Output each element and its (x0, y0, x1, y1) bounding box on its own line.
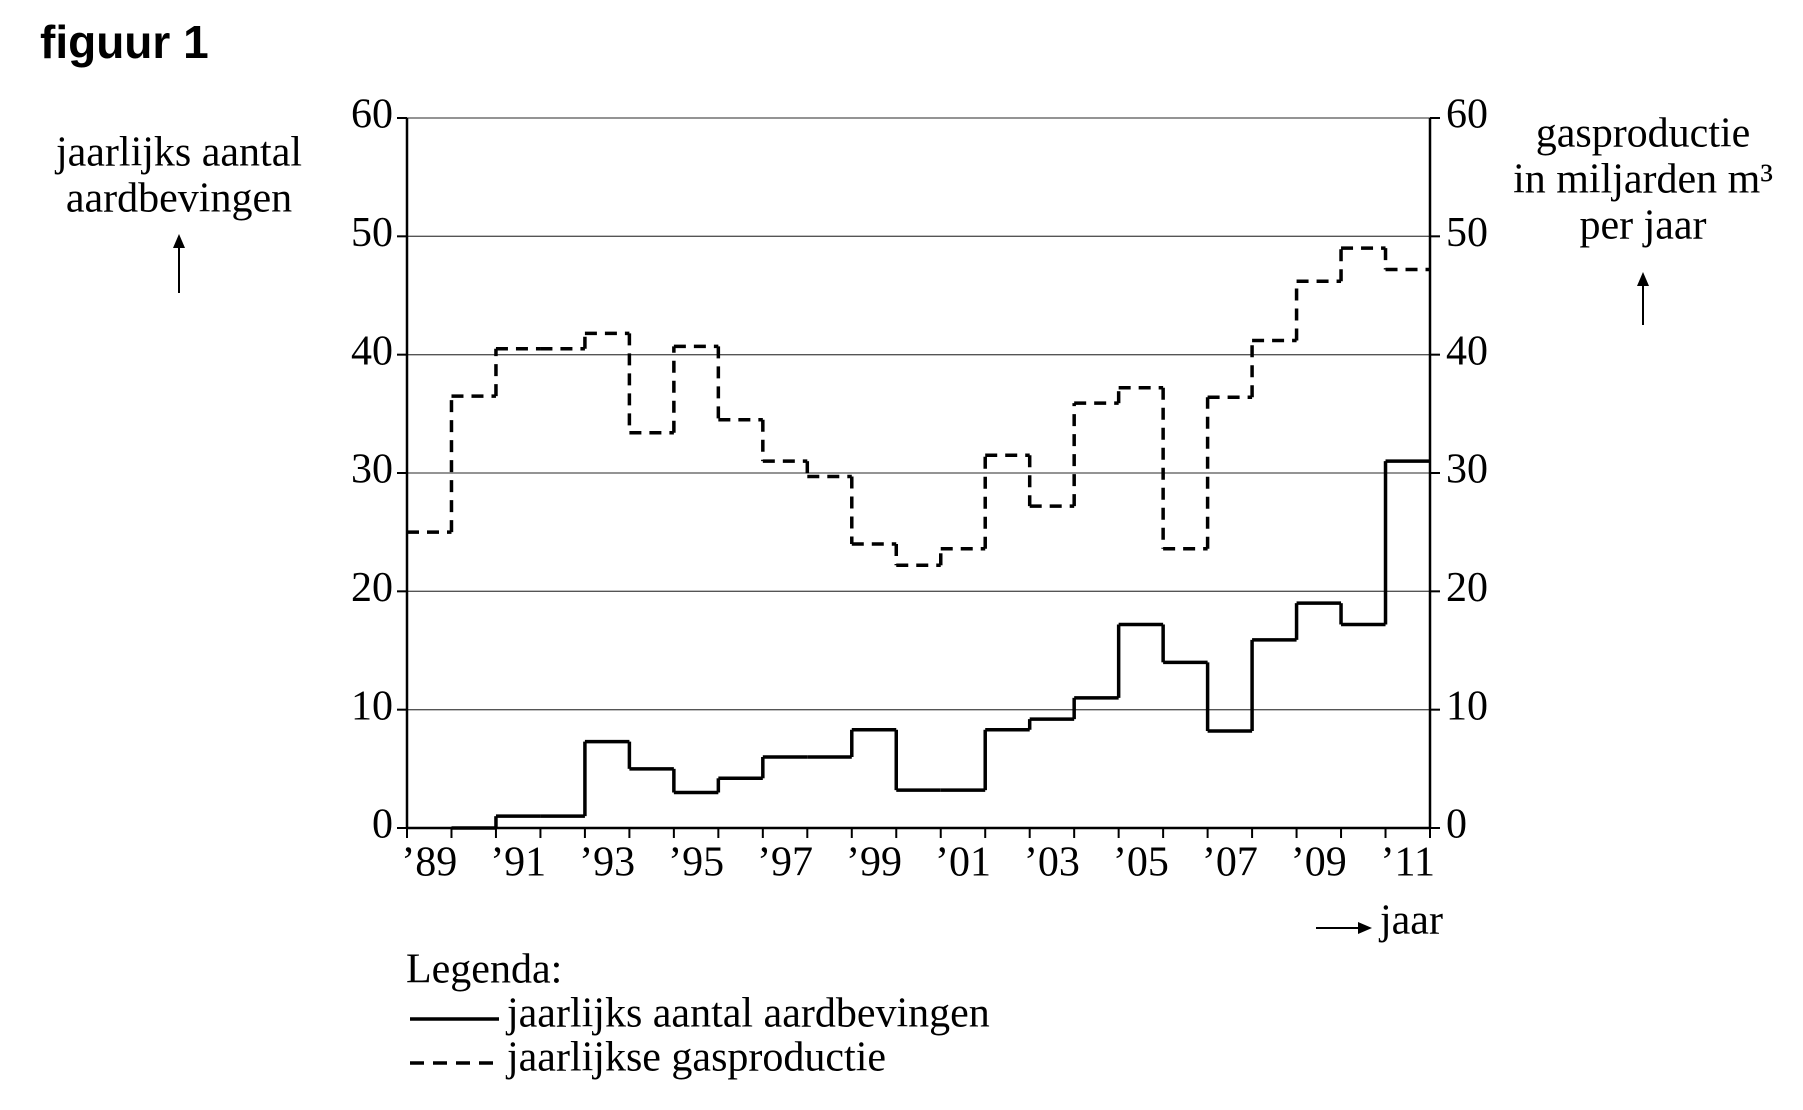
chart-title: figuur 1 (40, 16, 209, 68)
y2-tick-label: 30 (1446, 447, 1488, 493)
y-tick-label: 30 (351, 447, 393, 493)
y2-tick-label: 0 (1446, 802, 1467, 848)
y2-tick-label: 20 (1446, 565, 1488, 611)
y-tick-label: 0 (372, 802, 393, 848)
x-tick-label: ’07 (1202, 840, 1258, 886)
x-tick-label: ’91 (490, 840, 546, 886)
x-tick-label: ’03 (1024, 840, 1080, 886)
y-tick-label: 60 (351, 92, 393, 138)
x-tick-label: ’99 (846, 840, 902, 886)
x-tick-label: ’97 (757, 840, 813, 886)
y2-axis-label: in miljarden m³ (1513, 157, 1773, 203)
y2-axis-label: gasproductie (1536, 111, 1751, 157)
y-axis-label: jaarlijks aantal (54, 130, 302, 176)
x-tick-label: ’11 (1381, 840, 1435, 886)
y-tick-label: 10 (351, 683, 393, 729)
x-tick-label: ’09 (1291, 840, 1347, 886)
y-arrow (173, 234, 185, 293)
y2-tick-label: 60 (1446, 92, 1488, 138)
x-axis-label: jaar (1378, 898, 1443, 944)
x-tick-label: ’01 (935, 840, 991, 886)
y2-tick-label: 10 (1446, 683, 1488, 729)
y2-arrow (1637, 272, 1649, 325)
x-tick-label: ’93 (579, 840, 635, 886)
legend-label: jaarlijkse gasproductie (505, 1035, 886, 1081)
y-axis-label: aardbevingen (66, 176, 292, 222)
y2-tick-label: 40 (1446, 328, 1488, 374)
y2-axis-label: per jaar (1579, 203, 1706, 249)
x-tick-label: ’05 (1113, 840, 1169, 886)
x-tick-label: ’95 (668, 840, 724, 886)
legend-label: jaarlijks aantal aardbevingen (505, 991, 990, 1037)
legend-title: Legenda: (406, 947, 562, 993)
x-arrow (1316, 922, 1372, 934)
y-tick-label: 50 (351, 210, 393, 256)
x-tick-label: ’89 (401, 840, 457, 886)
y-tick-label: 40 (351, 328, 393, 374)
y2-tick-label: 50 (1446, 210, 1488, 256)
y-tick-label: 20 (351, 565, 393, 611)
